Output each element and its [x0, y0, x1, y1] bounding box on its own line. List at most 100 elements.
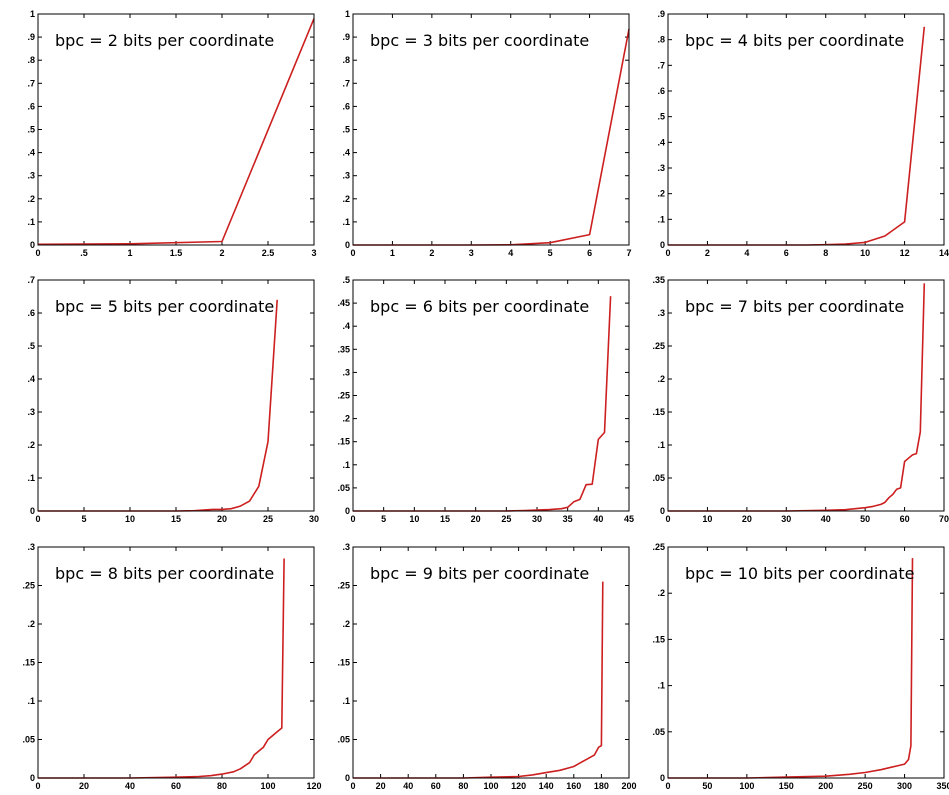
y-tick-label: .9 — [27, 32, 35, 42]
x-tick-label: 80 — [458, 781, 468, 791]
subplot-1: 0 .5 1 1.5 2 2.5 3 0 .1 .2 .3 .4 .5 .6 .7 .8 .9 1 bpc = 2 … — [27, 9, 316, 258]
subplot-4: 0 5 10 15 20 25 30 0 .1 .2 .3 .4 .5 .6 .7 bpc = 5 bits … — [27, 275, 319, 524]
y-tick-label: .2 — [657, 374, 665, 384]
series-line — [668, 26, 926, 246]
subplot-annotation: bpc = 6 bits per coordinate — [370, 297, 589, 316]
y-tick-label: .15 — [337, 658, 350, 668]
x-tick-label: 14 — [939, 248, 949, 258]
x-tick-label: 0 — [35, 781, 40, 791]
y-tick-label: .15 — [22, 658, 35, 668]
y-tick-label: .15 — [337, 437, 350, 447]
y-tick-label: .9 — [342, 32, 350, 42]
x-tick-label: 10 — [409, 514, 419, 524]
y-tick-label: .25 — [337, 391, 350, 401]
y-tick-label: 0 — [345, 506, 350, 516]
y-tick-label: .3 — [27, 171, 35, 181]
y-tick-label: 0 — [30, 773, 35, 783]
y-tick-label: .1 — [342, 460, 350, 470]
y-tick-label: .5 — [657, 112, 665, 122]
x-tick-label: 140 — [539, 781, 554, 791]
y-tick-label: .05 — [337, 483, 350, 493]
y-tick-label: .3 — [342, 171, 350, 181]
subplot-annotation: bpc = 7 bits per coordinate — [685, 297, 904, 316]
y-tick-label: .1 — [27, 696, 35, 706]
x-tick-label: 6 — [587, 248, 592, 258]
axes-frame — [37, 13, 315, 246]
x-tick-label: 250 — [858, 781, 873, 791]
axes-frame — [37, 279, 315, 512]
y-tick-label: 0 — [345, 773, 350, 783]
y-tick-label: 0 — [660, 773, 665, 783]
x-tick-label: 1 — [390, 248, 395, 258]
x-tick-label: 0 — [35, 248, 40, 258]
x-tick-label: 30 — [532, 514, 542, 524]
series-line — [353, 581, 604, 779]
subplot-annotation: bpc = 3 bits per coordinate — [370, 31, 589, 50]
x-tick-label: 40 — [821, 514, 831, 524]
subplot-annotation: bpc = 4 bits per coordinate — [685, 31, 904, 50]
x-tick-label: 1.5 — [170, 248, 183, 258]
x-tick-label: 0 — [665, 248, 670, 258]
y-tick-label: .8 — [342, 55, 350, 65]
subplot-annotation: bpc = 8 bits per coordinate — [55, 564, 274, 583]
x-tick-label: 6 — [784, 248, 789, 258]
series-line — [37, 18, 315, 246]
y-tick-label: .5 — [342, 125, 350, 135]
y-tick-label: .4 — [27, 148, 35, 158]
series-line — [353, 28, 630, 246]
y-tick-label: .3 — [342, 367, 350, 377]
y-tick-label: .1 — [27, 217, 35, 227]
x-tick-label: 4 — [744, 248, 749, 258]
y-tick-label: .6 — [342, 101, 350, 111]
x-tick-label: 8 — [823, 248, 828, 258]
x-tick-label: 0 — [35, 514, 40, 524]
y-tick-label: .8 — [27, 55, 35, 65]
x-tick-label: 10 — [702, 514, 712, 524]
x-tick-label: 15 — [440, 514, 450, 524]
y-tick-label: 0 — [660, 240, 665, 250]
y-tick-label: .2 — [27, 619, 35, 629]
subplot-2: 0 1 2 3 4 5 6 7 0 .1 .2 .3 .4 .5 .6 .7 .8 .9 1 bpc = 3 bits… — [342, 9, 631, 258]
axes-frame — [352, 13, 630, 246]
x-tick-label: 20 — [217, 514, 227, 524]
axes-frame — [37, 546, 315, 779]
y-tick-label: .9 — [657, 9, 665, 19]
x-tick-label: 3 — [311, 248, 316, 258]
y-tick-label: .4 — [342, 148, 350, 158]
x-tick-label: 200 — [621, 781, 636, 791]
y-tick-label: .6 — [27, 308, 35, 318]
subplot-9: 0 50 100 150 200 250 300 350 0 .05 .1 .15 .2 .25 bpc =… — [652, 542, 949, 791]
x-tick-label: 4 — [508, 248, 513, 258]
series-line — [668, 558, 914, 779]
y-tick-label: .1 — [342, 696, 350, 706]
x-tick-label: 0 — [665, 781, 670, 791]
x-tick-label: 10 — [860, 248, 870, 258]
x-tick-label: 10 — [125, 514, 135, 524]
x-tick-label: 100 — [260, 781, 275, 791]
y-tick-label: .2 — [657, 189, 665, 199]
y-tick-label: .3 — [657, 163, 665, 173]
y-tick-label: 0 — [345, 240, 350, 250]
subplot-6: 0 10 20 30 40 50 60 70 0 .05 .1 .15 .2 .25 .3 .35 bpc = … — [652, 275, 949, 524]
x-tick-label: 120 — [306, 781, 321, 791]
x-tick-label: 0 — [350, 248, 355, 258]
x-tick-label: 25 — [263, 514, 273, 524]
x-tick-label: 20 — [471, 514, 481, 524]
x-tick-label: 30 — [781, 514, 791, 524]
y-tick-label: .4 — [27, 374, 35, 384]
series-line — [668, 283, 926, 512]
axes-frame — [667, 279, 945, 512]
y-tick-label: .05 — [652, 473, 665, 483]
y-tick-label: .7 — [342, 78, 350, 88]
y-tick-label: .15 — [652, 634, 665, 644]
subplot-annotation: bpc = 5 bits per coordinate — [55, 297, 274, 316]
y-tick-label: 0 — [30, 240, 35, 250]
axes-frame — [667, 546, 945, 779]
y-tick-label: .6 — [657, 86, 665, 96]
x-tick-label: 2 — [705, 248, 710, 258]
x-tick-label: 200 — [818, 781, 833, 791]
y-tick-label: .2 — [27, 194, 35, 204]
subplot-5: 0 5 10 15 20 25 30 35 40 45 0 .05 .1 .15 .2 .25 .3 .35 .4.… — [337, 275, 634, 524]
y-tick-label: .3 — [657, 308, 665, 318]
